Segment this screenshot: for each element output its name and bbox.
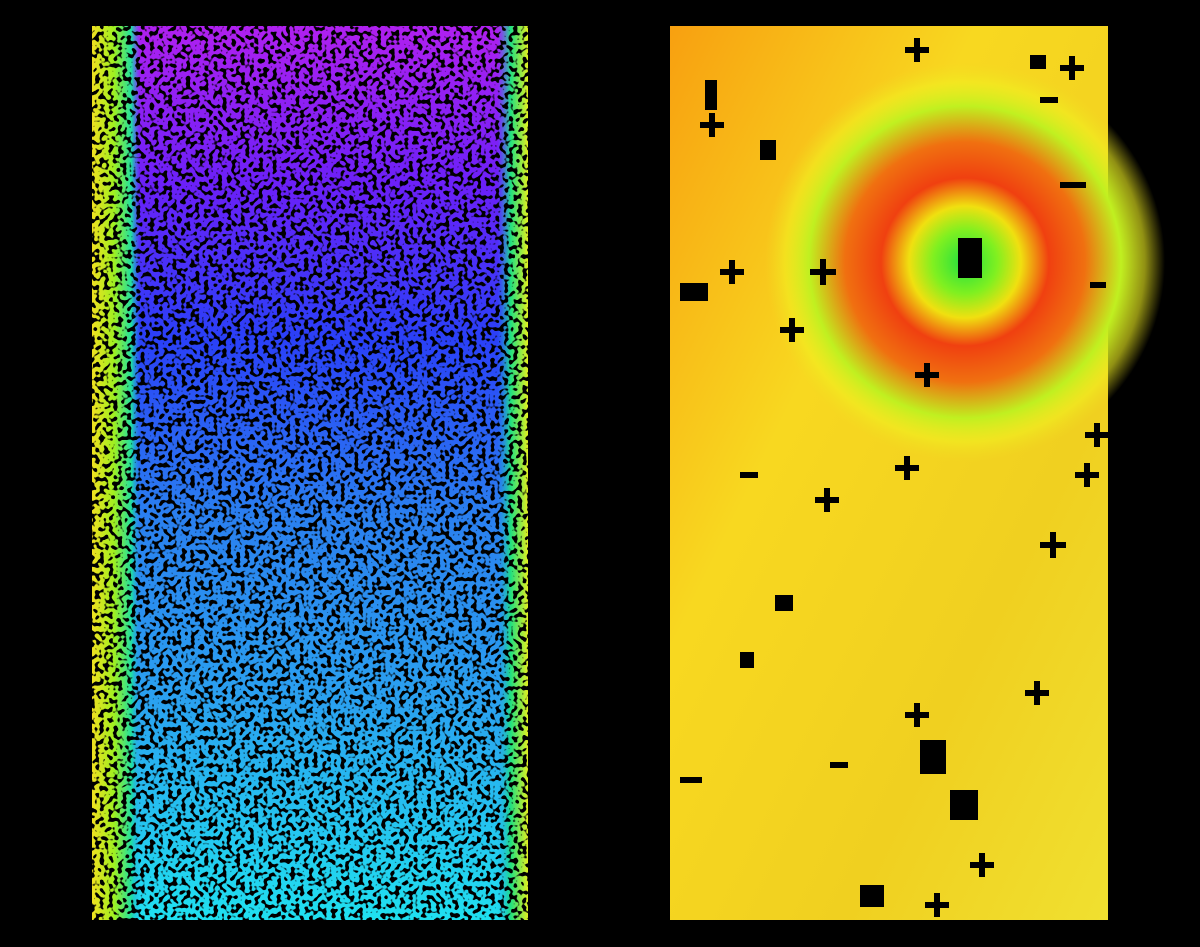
- blob: [860, 885, 884, 907]
- blob: [740, 652, 754, 668]
- blob: [680, 283, 708, 301]
- blob: [705, 80, 717, 110]
- crosses: [680, 38, 1109, 917]
- blobs: [680, 55, 1046, 907]
- blob: [1030, 55, 1046, 69]
- left-panel: [92, 26, 528, 920]
- blob: [775, 595, 793, 611]
- blob: [950, 790, 978, 820]
- blob: [760, 140, 776, 160]
- core: [958, 238, 982, 278]
- right-panel: [670, 26, 1165, 920]
- left-speckle: [92, 26, 528, 920]
- blob: [920, 740, 946, 774]
